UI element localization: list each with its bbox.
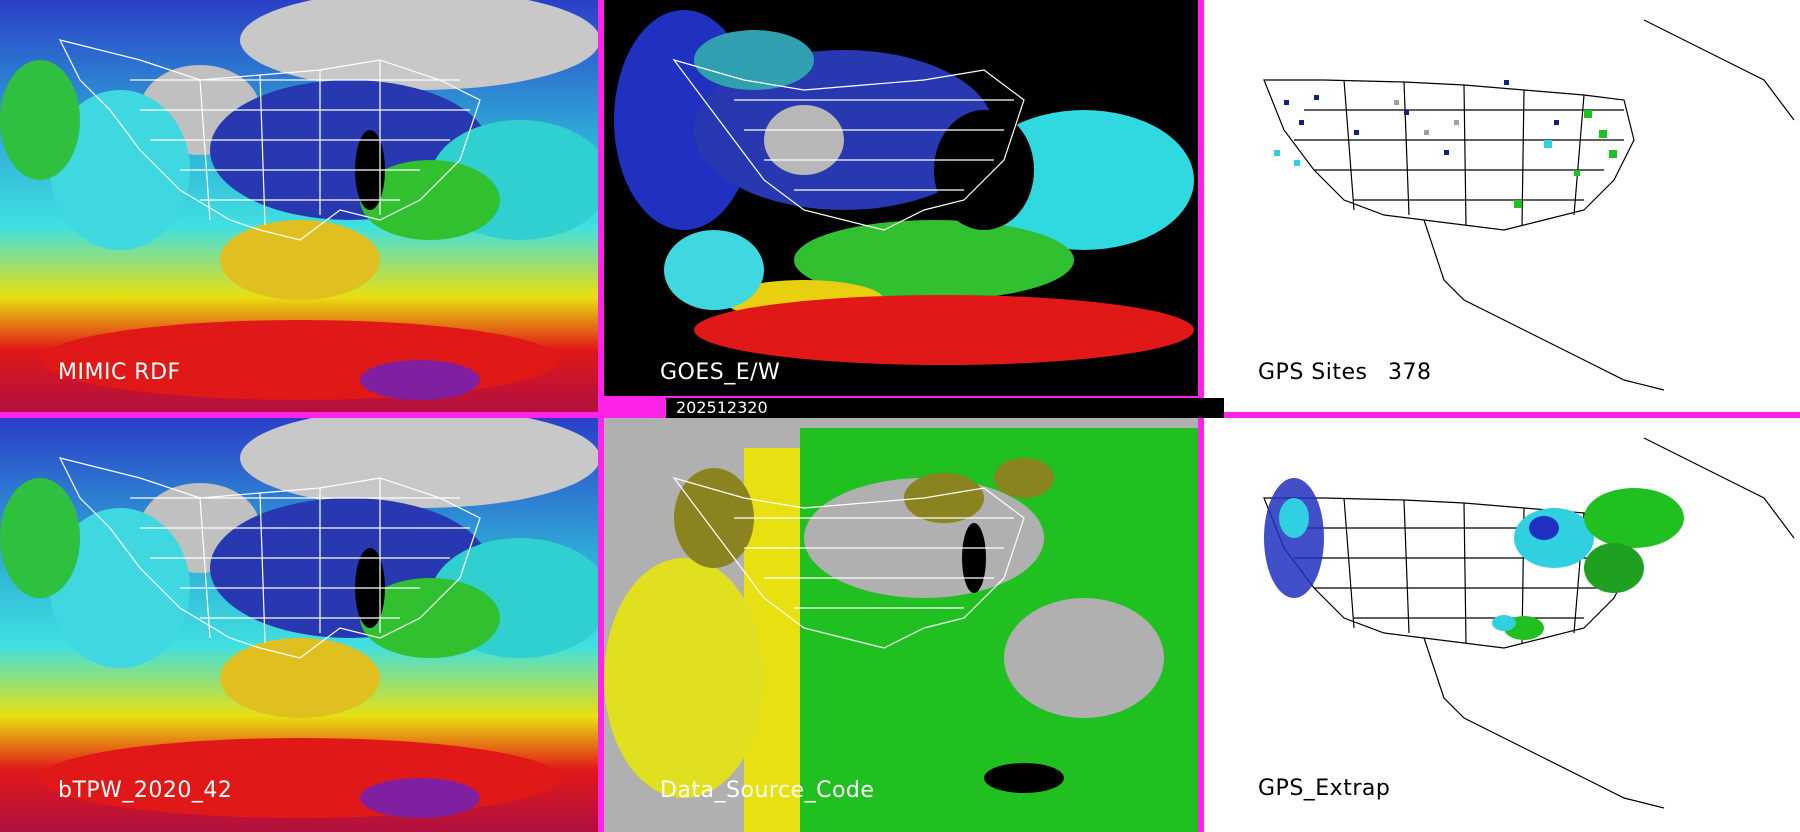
gps-extrap-map <box>1204 418 1800 832</box>
gps-site-count: 378 <box>1388 360 1432 385</box>
precipitable-water-map <box>0 0 598 412</box>
panel-label-goes: GOES_E/W <box>660 360 781 385</box>
panel-label-gps-sites: GPS Sites <box>1258 360 1368 385</box>
blended-tpw-map <box>0 418 598 832</box>
panel-gps-sites: GPS Sites 378 <box>1204 0 1800 412</box>
timestamp-bar: 202512320 <box>666 398 1224 418</box>
data-source-map <box>604 418 1198 832</box>
goes-water-vapor-map <box>604 0 1198 396</box>
panel-btpw: bTPW_2020_42 <box>0 418 598 832</box>
panel-label-gps-extrap: GPS_Extrap <box>1258 776 1391 801</box>
panel-label-btpw: bTPW_2020_42 <box>58 778 233 803</box>
panel-mimic-rdf: MIMIC RDF <box>0 0 598 412</box>
panel-data-source: Data_Source_Code <box>604 418 1198 832</box>
panel-goes: GOES_E/W <box>604 0 1198 396</box>
panel-gps-extrap: GPS_Extrap <box>1204 418 1800 832</box>
panel-label-mimic: MIMIC RDF <box>58 360 181 385</box>
panel-label-data-source: Data_Source_Code <box>660 778 875 803</box>
gps-sites-map <box>1204 0 1800 412</box>
